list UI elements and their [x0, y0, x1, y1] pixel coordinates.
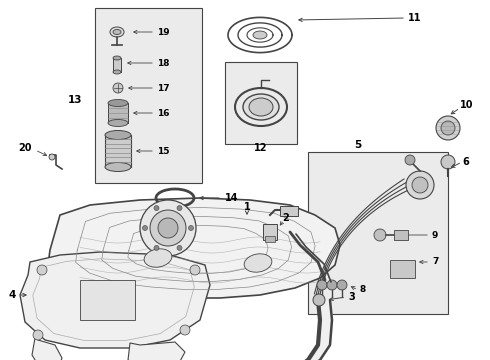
Polygon shape	[32, 338, 62, 360]
Bar	[225, 62, 297, 144]
Text: 18: 18	[157, 59, 170, 68]
Circle shape	[180, 325, 190, 335]
Text: 16: 16	[157, 108, 170, 117]
Text: 10: 10	[460, 100, 473, 110]
Ellipse shape	[108, 99, 128, 107]
Text: 14: 14	[225, 193, 239, 203]
Ellipse shape	[244, 254, 272, 272]
Circle shape	[143, 225, 147, 230]
Circle shape	[189, 225, 194, 230]
Circle shape	[313, 294, 325, 306]
Text: 5: 5	[354, 140, 362, 150]
Circle shape	[327, 280, 337, 290]
Ellipse shape	[113, 56, 121, 60]
Text: 13: 13	[68, 95, 82, 105]
Text: 15: 15	[157, 147, 170, 156]
Bar	[280, 206, 298, 216]
Circle shape	[177, 206, 182, 211]
Text: 9: 9	[432, 230, 439, 239]
Text: 6: 6	[462, 157, 469, 167]
Text: 17: 17	[157, 84, 170, 93]
Circle shape	[337, 280, 347, 290]
Bar	[113, 58, 121, 72]
Circle shape	[405, 155, 415, 165]
Circle shape	[154, 246, 159, 251]
Circle shape	[154, 206, 159, 211]
Circle shape	[374, 229, 386, 241]
Bar	[263, 224, 277, 240]
Bar	[390, 260, 415, 278]
Ellipse shape	[144, 249, 172, 267]
Circle shape	[158, 218, 178, 238]
Circle shape	[49, 154, 55, 160]
Circle shape	[412, 177, 428, 193]
Bar	[95, 8, 202, 183]
Circle shape	[140, 200, 196, 256]
Bar	[80, 280, 135, 320]
Text: 7: 7	[432, 257, 439, 266]
Bar	[108, 103, 128, 123]
Circle shape	[37, 265, 47, 275]
Circle shape	[150, 210, 186, 246]
Circle shape	[436, 116, 460, 140]
Polygon shape	[48, 198, 340, 298]
Text: 12: 12	[254, 143, 268, 153]
Text: 20: 20	[18, 143, 31, 153]
Circle shape	[441, 155, 455, 169]
Text: 1: 1	[244, 202, 250, 212]
Ellipse shape	[113, 70, 121, 74]
Ellipse shape	[113, 30, 121, 35]
Text: 2: 2	[282, 213, 289, 223]
Bar	[308, 152, 448, 314]
Circle shape	[113, 83, 123, 93]
Text: 4: 4	[8, 290, 16, 300]
Ellipse shape	[105, 131, 131, 140]
Ellipse shape	[110, 27, 124, 37]
Ellipse shape	[243, 94, 279, 120]
Bar	[105, 135, 131, 167]
Circle shape	[190, 265, 200, 275]
Circle shape	[441, 121, 455, 135]
Text: 3: 3	[348, 292, 355, 302]
Text: 19: 19	[157, 27, 170, 36]
Ellipse shape	[253, 31, 267, 39]
Text: 8: 8	[360, 285, 366, 294]
Ellipse shape	[105, 162, 131, 171]
Ellipse shape	[249, 98, 273, 116]
Circle shape	[177, 246, 182, 251]
Circle shape	[33, 330, 43, 340]
Circle shape	[406, 171, 434, 199]
Ellipse shape	[108, 120, 128, 126]
Circle shape	[317, 280, 327, 290]
Polygon shape	[128, 342, 185, 360]
Text: 11: 11	[408, 13, 421, 23]
Bar	[265, 236, 275, 242]
Polygon shape	[20, 252, 210, 348]
Bar	[394, 230, 408, 240]
